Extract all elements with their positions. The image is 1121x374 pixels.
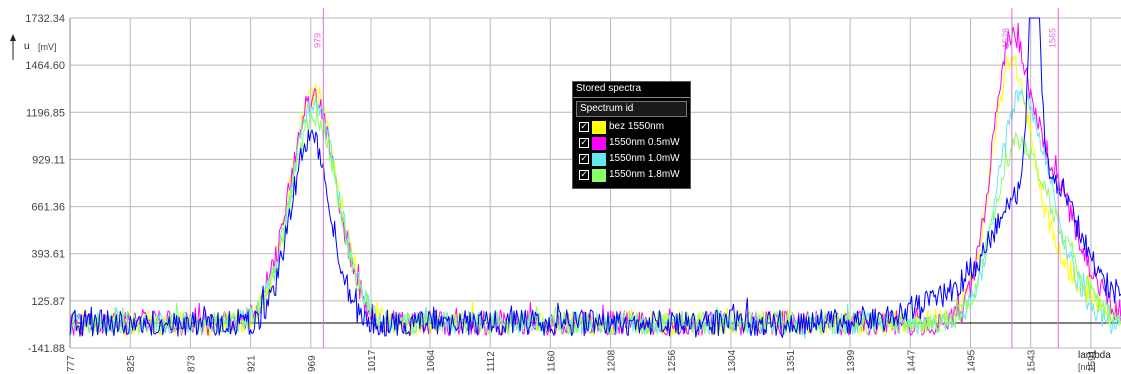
checkbox-checked-icon[interactable]: ✓ (579, 122, 589, 132)
series-line (69, 17, 1121, 338)
x-tick-label: 1351 (786, 349, 797, 372)
x-axis-title: lambda (1078, 350, 1111, 361)
y-tick-label: 929.11 (32, 154, 65, 166)
legend-label: 1550nm 1.8mW (609, 169, 680, 180)
x-tick-label: 1495 (966, 349, 977, 372)
checkbox-checked-icon[interactable]: ✓ (579, 138, 589, 148)
legend-label: 1550nm 1.0mW (609, 153, 680, 164)
y-axis-label: u [mV] (10, 34, 57, 60)
series-line (69, 104, 1121, 337)
legend-swatch (592, 168, 606, 182)
y-tick-label: 1732.34 (25, 13, 65, 25)
x-tick-label: 1304 (727, 349, 738, 372)
series-lines (69, 17, 1121, 340)
legend-item[interactable]: ✓ 1550nm 0.5mW (573, 135, 690, 151)
x-tick-label: 1017 (367, 349, 378, 372)
y-tick-label: 1196.85 (26, 107, 65, 119)
y-axis-title: u (24, 41, 30, 52)
x-tick-label: 1591 (1087, 349, 1098, 372)
x-tick-label: 1064 (426, 349, 437, 372)
x-tick-label: 825 (126, 355, 137, 372)
x-tick-label: 1399 (846, 349, 857, 372)
x-tick-label: 921 (247, 355, 258, 372)
checkbox-checked-icon[interactable]: ✓ (579, 154, 589, 164)
marker-lines: 979 1528 1565 (312, 8, 1059, 348)
x-tick-label: 1447 (906, 349, 917, 372)
x-tick-label: 1160 (546, 350, 557, 372)
x-tick-label: 1208 (607, 349, 618, 372)
y-tick-label: -141.88 (28, 343, 65, 355)
marker-label: 1565 (1047, 28, 1057, 48)
y-axis-unit: [mV] (38, 42, 57, 52)
legend-label: 1550nm 0.5mW (609, 137, 680, 148)
legend-item[interactable]: ✓ 1550nm 1.8mW (573, 167, 690, 183)
x-tick-label: 1112 (486, 351, 497, 372)
y-tick-label: 661.36 (31, 202, 65, 214)
y-axis-arrowhead-icon (10, 34, 16, 41)
x-tick-label: 969 (307, 355, 318, 372)
y-axis-ticks: 1732.34 1464.60 1196.85 929.11 661.36 393.61 1… (25, 13, 65, 355)
legend-swatch (592, 136, 606, 150)
y-tick-label: 125.87 (31, 296, 65, 308)
stored-spectra-legend[interactable]: Stored spectra Spectrum id ✓ bez 1550nm … (572, 81, 691, 189)
legend-item[interactable]: ✓ bez 1550nm (573, 119, 690, 135)
legend-swatch (592, 120, 606, 134)
x-tick-label: 1543 (1027, 349, 1038, 372)
marker-label: 1528 (1001, 28, 1011, 48)
checkbox-checked-icon[interactable]: ✓ (579, 170, 589, 180)
y-tick-label: 393.61 (31, 249, 65, 261)
marker-label: 979 (312, 33, 322, 48)
x-tick-label: 1256 (667, 349, 678, 372)
y-tick-label: 1464.60 (25, 60, 65, 72)
x-axis-unit: [nm] (1078, 362, 1096, 372)
x-tick-label: 777 (66, 355, 77, 372)
x-tick-label: 873 (186, 355, 197, 372)
legend-swatch (592, 152, 606, 166)
x-axis-label: lambda [nm] (1078, 350, 1111, 372)
legend-title: Stored spectra (573, 82, 690, 98)
x-axis-ticks: 777 825 873 921 969 1017 1064 1112 1160 1208 1256 1… (66, 349, 1098, 372)
legend-label: bez 1550nm (609, 121, 665, 132)
legend-item[interactable]: ✓ 1550nm 1.0mW (573, 151, 690, 167)
legend-column-header[interactable]: Spectrum id (576, 101, 687, 117)
